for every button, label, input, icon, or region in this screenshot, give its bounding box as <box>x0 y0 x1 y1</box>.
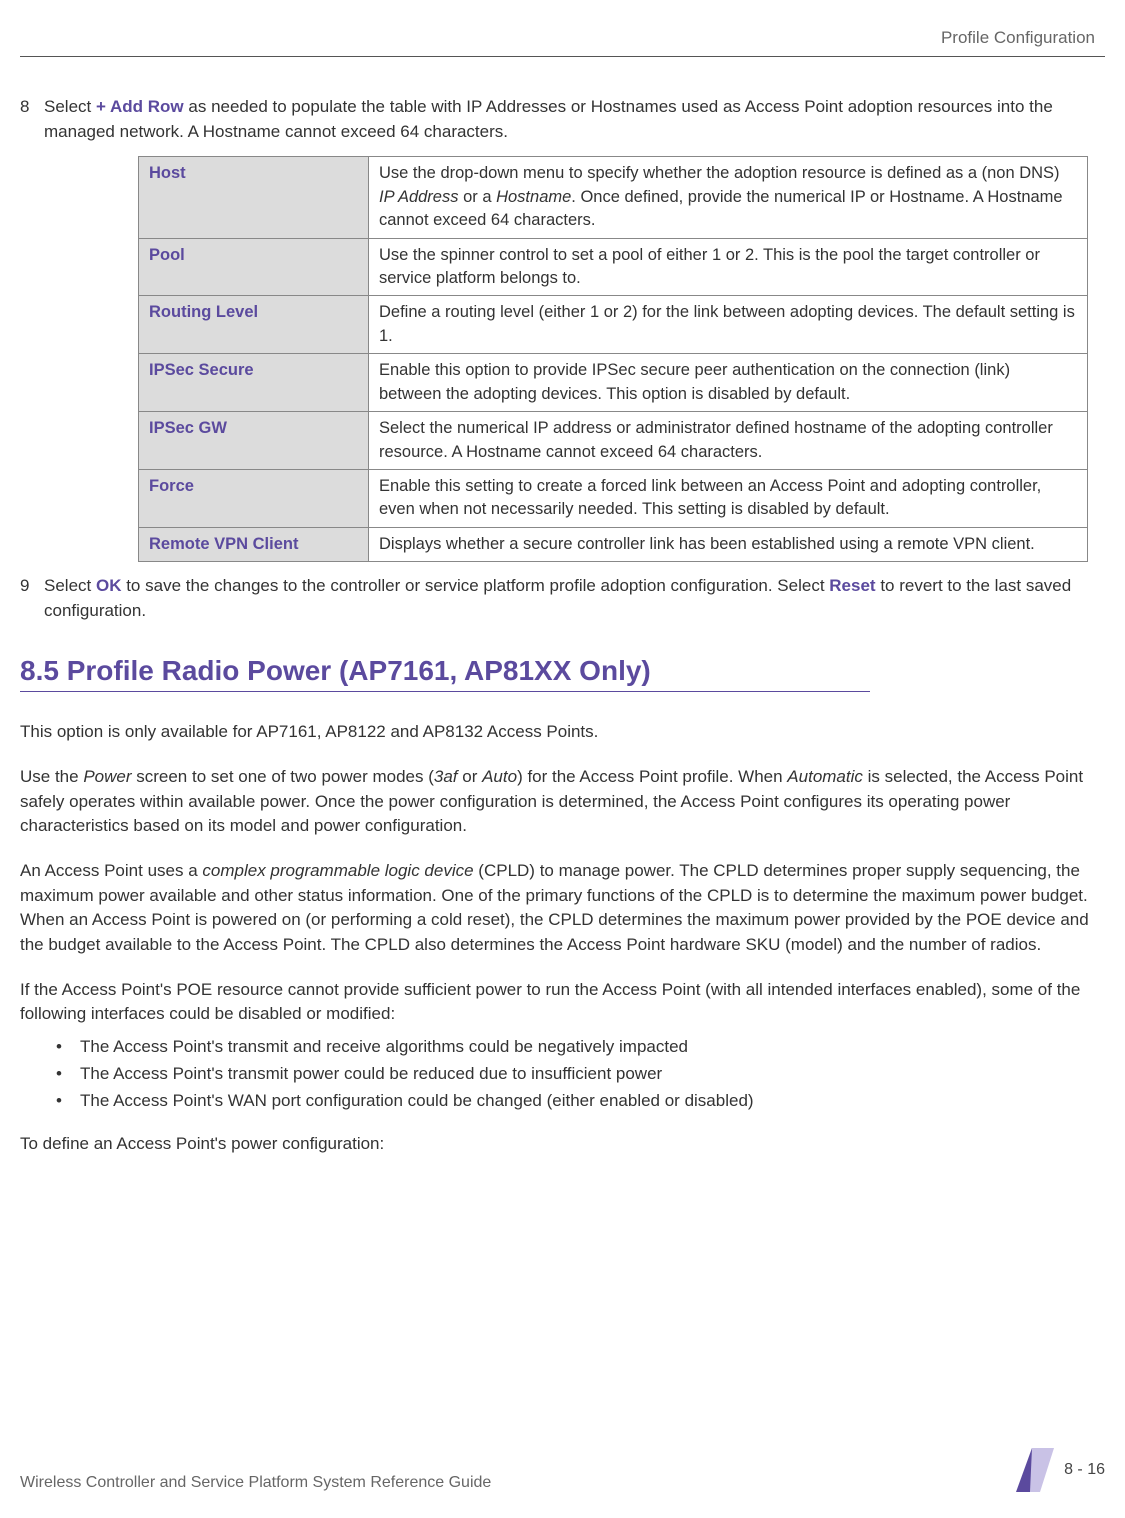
para-3: An Access Point uses a complex programma… <box>20 859 1105 958</box>
para3-i1: complex programmable logic device <box>202 861 473 880</box>
section-rule <box>20 691 870 692</box>
bullet-item: The Access Point's transmit and receive … <box>56 1033 1105 1060</box>
para2-i1: Power <box>83 767 131 786</box>
table-row: IPSec Secure Enable this option to provi… <box>139 354 1088 412</box>
step-8-text: Select + Add Row as needed to populate t… <box>44 95 1105 144</box>
para2-a: Use the <box>20 767 83 786</box>
table-desc-remote-vpn: Displays whether a secure controller lin… <box>369 527 1088 561</box>
host-italic2: Hostname <box>496 188 571 206</box>
table-row: Pool Use the spinner control to set a po… <box>139 238 1088 296</box>
bullet-item: The Access Point's WAN port configuratio… <box>56 1087 1105 1114</box>
footer: Wireless Controller and Service Platform… <box>20 1448 1105 1492</box>
section-heading: 8.5 Profile Radio Power (AP7161, AP81XX … <box>20 655 1105 687</box>
table-desc-pool: Use the spinner control to set a pool of… <box>369 238 1088 296</box>
host-desc-a: Use the drop-down menu to specify whethe… <box>379 164 1060 182</box>
footer-right: 8 - 16 <box>1006 1448 1105 1492</box>
reset-label: Reset <box>829 576 875 595</box>
table-row: Routing Level Define a routing level (ei… <box>139 296 1088 354</box>
step-8-number: 8 <box>20 95 44 144</box>
table-row: Force Enable this setting to create a fo… <box>139 469 1088 527</box>
table-desc-host: Use the drop-down menu to specify whethe… <box>369 157 1088 238</box>
para2-c: or <box>458 767 483 786</box>
para-5: To define an Access Point's power config… <box>20 1132 1105 1157</box>
table-desc-ipsec-gw: Select the numerical IP address or admin… <box>369 412 1088 470</box>
header-title: Profile Configuration <box>20 28 1105 48</box>
step-8-text-a: Select <box>44 97 96 116</box>
table-row: Host Use the drop-down menu to specify w… <box>139 157 1088 238</box>
para3-a: An Access Point uses a <box>20 861 202 880</box>
step-9-text: Select OK to save the changes to the con… <box>44 574 1105 623</box>
para-1: This option is only available for AP7161… <box>20 720 1105 745</box>
config-table: Host Use the drop-down menu to specify w… <box>138 156 1088 562</box>
table-label-force: Force <box>139 469 369 527</box>
table-label-remote-vpn: Remote VPN Client <box>139 527 369 561</box>
para2-i2: 3af <box>434 767 458 786</box>
brand-slash-icon <box>1006 1448 1054 1492</box>
step-8-text-b: as needed to populate the table with IP … <box>44 97 1053 141</box>
para2-d: ) for the Access Point profile. When <box>517 767 787 786</box>
table-label-pool: Pool <box>139 238 369 296</box>
page-number: 8 - 16 <box>1064 1461 1105 1479</box>
bullet-list: The Access Point's transmit and receive … <box>20 1033 1105 1115</box>
header-rule <box>20 56 1105 57</box>
ok-label: OK <box>96 576 122 595</box>
footer-left: Wireless Controller and Service Platform… <box>20 1474 491 1492</box>
para2-i3: Auto <box>482 767 517 786</box>
para2-b: screen to set one of two power modes ( <box>132 767 434 786</box>
step-8: 8 Select + Add Row as needed to populate… <box>20 95 1105 144</box>
table-label-ipsec-gw: IPSec GW <box>139 412 369 470</box>
step-9-number: 9 <box>20 574 44 623</box>
host-desc-b: or a <box>458 188 496 206</box>
para-4: If the Access Point's POE resource canno… <box>20 978 1105 1027</box>
step-9-text-a: Select <box>44 576 96 595</box>
host-italic1: IP Address <box>379 188 458 206</box>
table-desc-ipsec-secure: Enable this option to provide IPSec secu… <box>369 354 1088 412</box>
table-label-routing: Routing Level <box>139 296 369 354</box>
step-9: 9 Select OK to save the changes to the c… <box>20 574 1105 623</box>
step-9-text-b: to save the changes to the controller or… <box>121 576 829 595</box>
table-label-host: Host <box>139 157 369 238</box>
table-row: IPSec GW Select the numerical IP address… <box>139 412 1088 470</box>
table-desc-routing: Define a routing level (either 1 or 2) f… <box>369 296 1088 354</box>
para2-i4: Automatic <box>787 767 863 786</box>
table-row: Remote VPN Client Displays whether a sec… <box>139 527 1088 561</box>
table-label-ipsec-secure: IPSec Secure <box>139 354 369 412</box>
table-desc-force: Enable this setting to create a forced l… <box>369 469 1088 527</box>
para-2: Use the Power screen to set one of two p… <box>20 765 1105 839</box>
add-row-label: + Add Row <box>96 97 184 116</box>
bullet-item: The Access Point's transmit power could … <box>56 1060 1105 1087</box>
